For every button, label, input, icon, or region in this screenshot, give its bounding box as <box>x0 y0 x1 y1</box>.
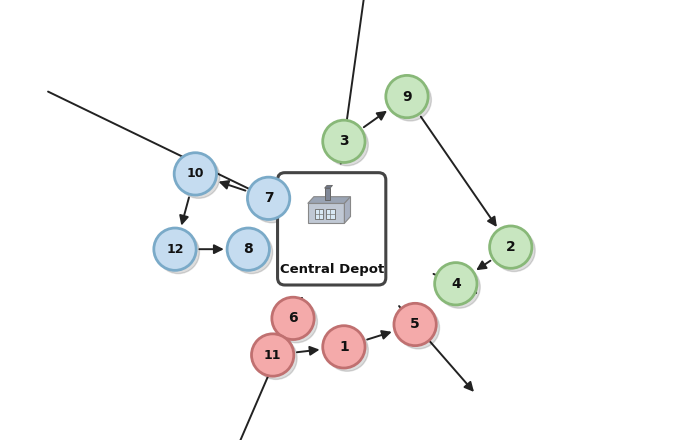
Text: 12: 12 <box>166 243 183 256</box>
Text: 2: 2 <box>506 240 516 254</box>
Circle shape <box>489 226 532 268</box>
Bar <box>325 188 330 200</box>
Polygon shape <box>344 197 351 223</box>
FancyBboxPatch shape <box>278 172 386 285</box>
Circle shape <box>157 231 200 274</box>
Text: 7: 7 <box>264 191 274 205</box>
Circle shape <box>493 229 536 271</box>
Circle shape <box>323 326 365 368</box>
Text: Central Depot: Central Depot <box>279 263 384 275</box>
Circle shape <box>247 177 290 220</box>
Circle shape <box>177 156 220 198</box>
Circle shape <box>251 334 294 376</box>
Text: 11: 11 <box>264 348 281 362</box>
Circle shape <box>154 228 196 270</box>
Circle shape <box>255 337 297 379</box>
Circle shape <box>386 75 428 118</box>
Circle shape <box>323 120 365 162</box>
Text: 5: 5 <box>410 318 420 331</box>
Text: 3: 3 <box>339 134 349 148</box>
Text: 10: 10 <box>187 167 204 180</box>
Bar <box>326 209 335 219</box>
Polygon shape <box>308 203 344 223</box>
Circle shape <box>438 266 480 308</box>
Text: 1: 1 <box>339 340 349 354</box>
Circle shape <box>251 180 293 223</box>
Polygon shape <box>308 197 351 203</box>
Polygon shape <box>325 185 332 188</box>
Text: 8: 8 <box>244 242 253 256</box>
Bar <box>315 209 323 219</box>
Circle shape <box>275 301 317 343</box>
Circle shape <box>272 297 314 340</box>
Circle shape <box>326 124 368 166</box>
Circle shape <box>227 228 270 270</box>
Text: 9: 9 <box>402 90 412 103</box>
Circle shape <box>394 303 436 346</box>
Text: 4: 4 <box>451 277 461 291</box>
Circle shape <box>230 231 273 274</box>
Circle shape <box>389 79 431 121</box>
Text: 6: 6 <box>288 312 298 325</box>
Circle shape <box>174 153 216 195</box>
Circle shape <box>326 329 368 371</box>
Circle shape <box>397 307 440 349</box>
Circle shape <box>435 263 477 305</box>
